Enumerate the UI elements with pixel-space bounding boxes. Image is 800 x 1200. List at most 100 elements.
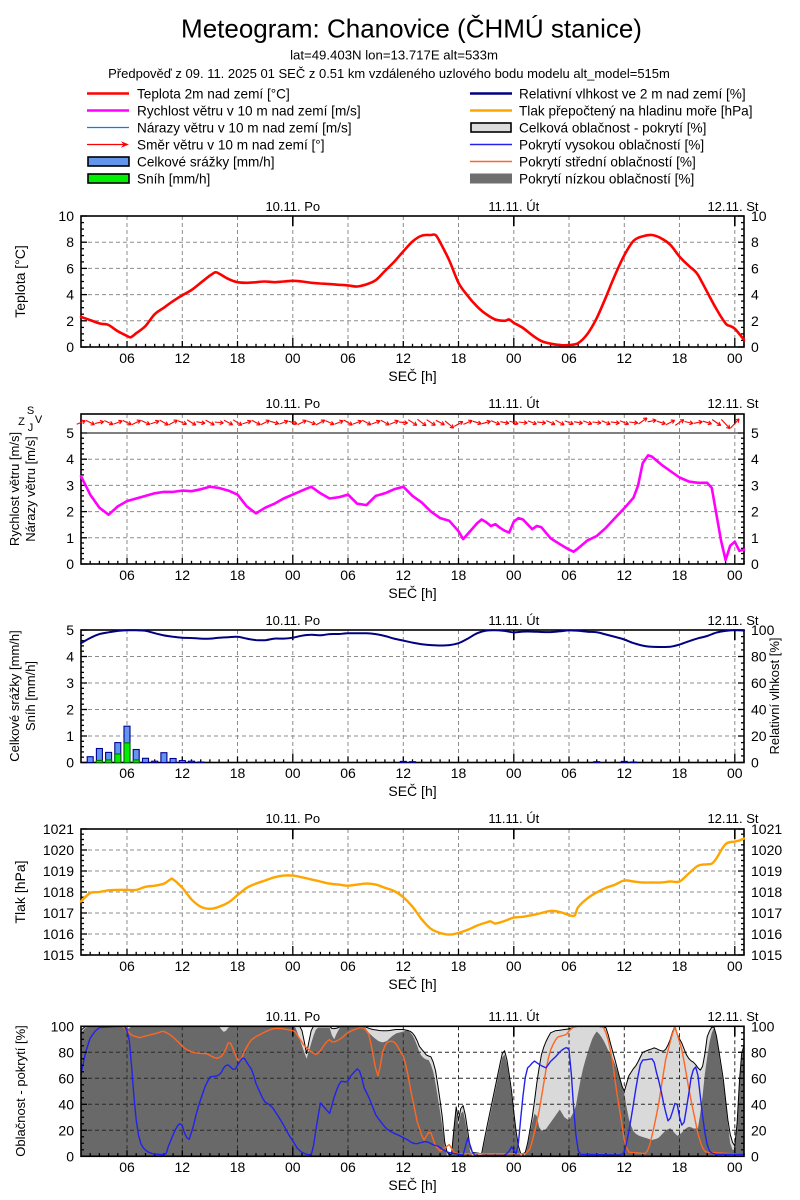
- svg-text:12: 12: [396, 958, 412, 974]
- svg-text:00: 00: [727, 765, 743, 781]
- svg-text:Předpověď z 09. 11. 2025 01 SE: Předpověď z 09. 11. 2025 01 SEČ z 0.51 k…: [108, 66, 670, 81]
- svg-text:18: 18: [672, 350, 688, 366]
- svg-text:40: 40: [751, 702, 767, 718]
- svg-text:60: 60: [751, 1070, 767, 1086]
- svg-text:1020: 1020: [43, 842, 74, 858]
- svg-text:5: 5: [751, 425, 759, 441]
- svg-text:60: 60: [58, 1070, 74, 1086]
- svg-text:80: 80: [58, 1044, 74, 1060]
- svg-text:Pokrytí střední oblačností [%]: Pokrytí střední oblačností [%]: [519, 155, 696, 170]
- svg-text:1016: 1016: [751, 926, 782, 942]
- svg-text:18: 18: [230, 567, 246, 583]
- svg-text:0: 0: [751, 556, 759, 572]
- svg-text:12.11. St: 12.11. St: [707, 811, 758, 826]
- svg-text:2: 2: [66, 504, 74, 520]
- svg-text:10: 10: [751, 208, 767, 224]
- svg-text:18: 18: [230, 1159, 246, 1175]
- svg-text:Celkové srážky [mm/h]: Celkové srážky [mm/h]: [137, 155, 274, 170]
- svg-text:12.11. St: 12.11. St: [707, 613, 758, 628]
- svg-text:12: 12: [617, 765, 633, 781]
- svg-text:06: 06: [119, 765, 135, 781]
- svg-text:11.11. Út: 11.11. Út: [488, 613, 539, 628]
- svg-text:SEČ [h]: SEČ [h]: [388, 368, 436, 384]
- svg-text:06: 06: [119, 350, 135, 366]
- svg-text:10.11. Po: 10.11. Po: [265, 396, 320, 411]
- svg-text:12.11. St: 12.11. St: [707, 1009, 758, 1024]
- svg-text:00: 00: [727, 567, 743, 583]
- svg-text:V: V: [35, 414, 43, 426]
- svg-text:06: 06: [561, 567, 577, 583]
- svg-text:3: 3: [66, 477, 74, 493]
- svg-text:100: 100: [51, 1018, 75, 1034]
- svg-text:12: 12: [175, 350, 191, 366]
- svg-text:0: 0: [66, 556, 74, 572]
- svg-text:1018: 1018: [43, 884, 74, 900]
- svg-text:Teplota 2m nad zemí [°C]: Teplota 2m nad zemí [°C]: [137, 87, 290, 102]
- svg-text:1: 1: [751, 530, 759, 546]
- svg-text:SEČ [h]: SEČ [h]: [388, 976, 436, 992]
- svg-text:40: 40: [751, 1096, 767, 1112]
- svg-text:6: 6: [751, 260, 759, 276]
- svg-text:Z: Z: [18, 416, 25, 428]
- svg-text:12: 12: [175, 1159, 191, 1175]
- svg-text:12.11. St: 12.11. St: [707, 199, 758, 214]
- svg-text:Oblačnost - pokrytí [%]: Oblačnost - pokrytí [%]: [13, 1025, 28, 1157]
- svg-text:0: 0: [751, 339, 759, 355]
- svg-text:1021: 1021: [43, 821, 74, 837]
- svg-text:2: 2: [66, 702, 74, 718]
- svg-text:00: 00: [506, 350, 522, 366]
- svg-text:5: 5: [66, 425, 74, 441]
- svg-text:4: 4: [751, 287, 759, 303]
- svg-text:4: 4: [66, 649, 74, 665]
- svg-text:00: 00: [506, 765, 522, 781]
- svg-text:10.11. Po: 10.11. Po: [265, 811, 320, 826]
- svg-text:Celková oblačnost - pokrytí [%: Celková oblačnost - pokrytí [%]: [519, 121, 706, 136]
- svg-text:40: 40: [58, 1096, 74, 1112]
- svg-text:00: 00: [285, 350, 301, 366]
- svg-text:18: 18: [672, 1159, 688, 1175]
- svg-text:1015: 1015: [751, 947, 782, 963]
- svg-text:11.11. Út: 11.11. Út: [488, 1009, 539, 1024]
- svg-text:06: 06: [340, 350, 356, 366]
- svg-text:06: 06: [340, 958, 356, 974]
- svg-text:lat=49.403N lon=13.717E alt=53: lat=49.403N lon=13.717E alt=533m: [290, 48, 498, 63]
- svg-text:80: 80: [751, 649, 767, 665]
- svg-text:10.11. Po: 10.11. Po: [265, 613, 320, 628]
- svg-text:12: 12: [175, 567, 191, 583]
- svg-text:00: 00: [727, 1159, 743, 1175]
- svg-text:Sníh [mm/h]: Sníh [mm/h]: [23, 661, 38, 731]
- svg-text:8: 8: [66, 234, 74, 250]
- svg-text:00: 00: [506, 1159, 522, 1175]
- svg-text:J: J: [28, 422, 34, 434]
- svg-text:06: 06: [119, 567, 135, 583]
- svg-text:18: 18: [672, 765, 688, 781]
- svg-text:80: 80: [751, 1044, 767, 1060]
- svg-text:Relativní vlhkost ve 2 m nad z: Relativní vlhkost ve 2 m nad zemí [%]: [519, 87, 746, 102]
- svg-text:Tlak [hPa]: Tlak [hPa]: [12, 860, 28, 923]
- svg-text:06: 06: [340, 1159, 356, 1175]
- svg-text:4: 4: [66, 287, 74, 303]
- svg-text:00: 00: [506, 567, 522, 583]
- svg-text:12: 12: [617, 1159, 633, 1175]
- svg-text:06: 06: [119, 958, 135, 974]
- svg-text:12: 12: [396, 765, 412, 781]
- svg-text:Rychlost větru [m/s]: Rychlost větru [m/s]: [7, 432, 22, 546]
- svg-text:1: 1: [66, 728, 74, 744]
- svg-text:Pokrytí vysokou oblačností [%]: Pokrytí vysokou oblačností [%]: [519, 138, 704, 153]
- svg-text:S: S: [27, 405, 34, 417]
- svg-text:18: 18: [230, 765, 246, 781]
- svg-text:4: 4: [66, 451, 74, 467]
- svg-text:0: 0: [751, 755, 759, 771]
- svg-text:1: 1: [66, 530, 74, 546]
- svg-text:18: 18: [451, 567, 467, 583]
- svg-text:18: 18: [451, 958, 467, 974]
- svg-text:1016: 1016: [43, 926, 74, 942]
- svg-text:Nárazy větru [m/s]: Nárazy větru [m/s]: [23, 436, 38, 541]
- svg-text:00: 00: [285, 567, 301, 583]
- svg-text:1017: 1017: [751, 905, 782, 921]
- svg-text:Rychlost větru v 10 m nad zemí: Rychlost větru v 10 m nad zemí [m/s]: [137, 104, 361, 119]
- svg-text:12: 12: [617, 350, 633, 366]
- svg-text:100: 100: [751, 1018, 775, 1034]
- svg-text:1017: 1017: [43, 905, 74, 921]
- svg-text:06: 06: [340, 765, 356, 781]
